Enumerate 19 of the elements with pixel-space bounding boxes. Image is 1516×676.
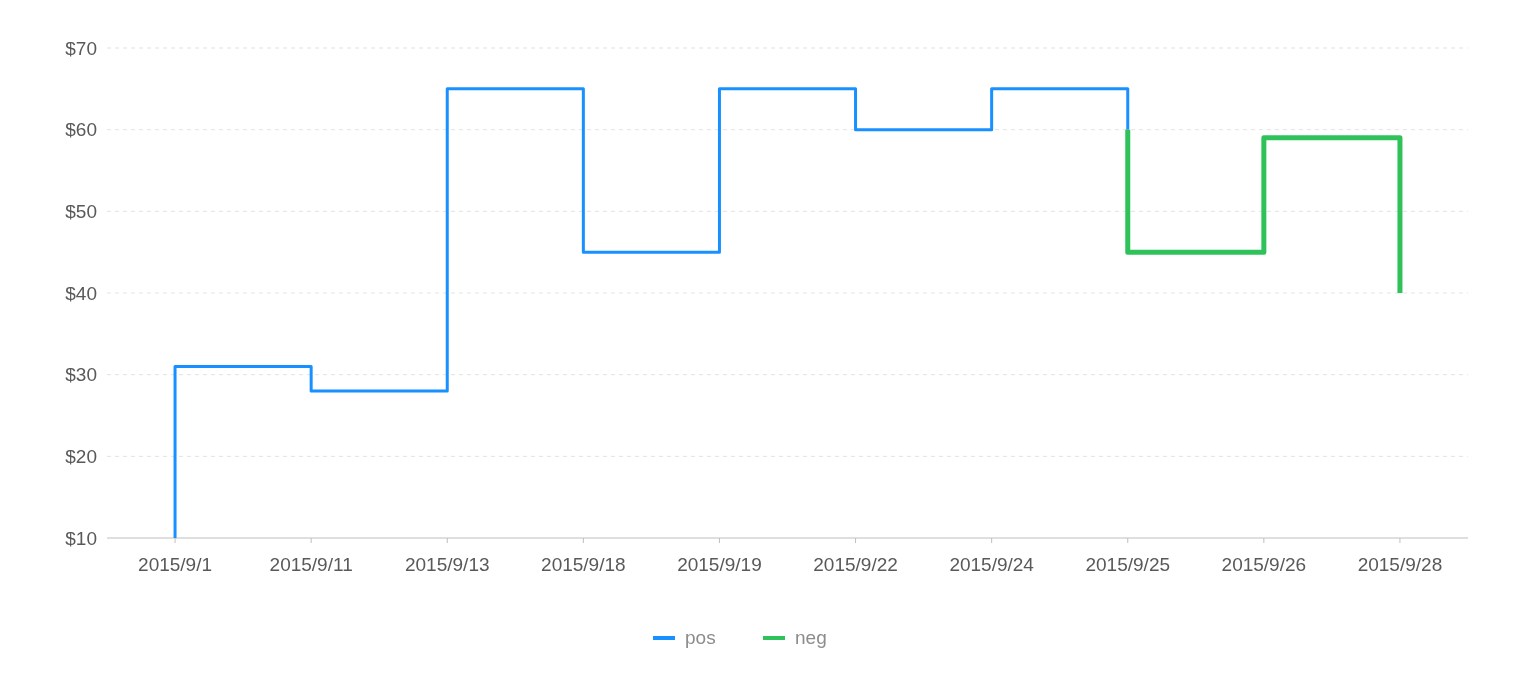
- x-tick-label: 2015/9/25: [1085, 554, 1171, 575]
- legend-label: neg: [795, 627, 827, 648]
- x-tick-label: 2015/9/13: [404, 554, 490, 575]
- y-tick-label: $40: [65, 282, 97, 304]
- legend-label: pos: [685, 627, 716, 648]
- y-tick-label: $60: [65, 119, 97, 141]
- x-tick-label: 2015/9/1: [138, 554, 213, 575]
- x-tick-label: 2015/9/28: [1357, 554, 1443, 575]
- y-tick-label: $70: [65, 37, 97, 59]
- x-tick-label: 2015/9/19: [677, 554, 762, 575]
- y-tick-label: $10: [65, 527, 97, 549]
- x-tick-label: 2015/9/22: [813, 554, 898, 575]
- x-tick-label: 2015/9/26: [1221, 554, 1307, 575]
- x-tick-label: 2015/9/18: [541, 554, 626, 575]
- y-tick-label: $20: [65, 445, 97, 467]
- x-tick-label: 2015/9/11: [269, 554, 353, 575]
- y-tick-label: $30: [65, 364, 97, 386]
- y-tick-label: $50: [65, 200, 97, 222]
- x-tick-label: 2015/9/24: [949, 554, 1035, 575]
